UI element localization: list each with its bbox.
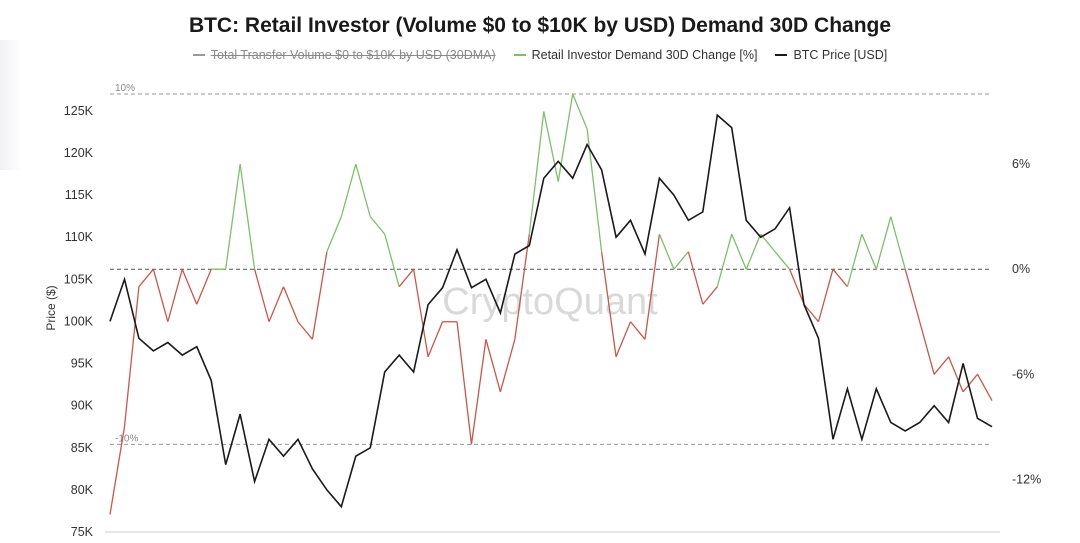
- demand-segment: [355, 163, 371, 217]
- demand-segment: [152, 269, 169, 322]
- demand-segment: [225, 163, 241, 270]
- demand-segment: [470, 339, 487, 445]
- demand-segment: [427, 321, 444, 358]
- legend-label: Total Transfer Volume $0 to $10K by USD …: [210, 48, 496, 62]
- left-tick-label: 110K: [65, 230, 94, 244]
- left-tick-label: 120K: [64, 146, 94, 160]
- demand-segment: [673, 251, 689, 270]
- left-tick-label: 100K: [64, 314, 94, 328]
- demand-segment: [311, 251, 328, 340]
- demand-segment: [919, 321, 935, 375]
- demand-segment: [687, 251, 704, 305]
- demand-segment: [239, 163, 256, 270]
- legend-label: Retail Investor Demand 30D Change [%]: [531, 48, 758, 62]
- right-tick-label: -12%: [1012, 472, 1041, 486]
- right-tick-label: 0%: [1012, 262, 1030, 276]
- legend-item-btc-price[interactable]: BTC Price [USD]: [775, 48, 887, 62]
- legend-item-total-transfer-volume[interactable]: Total Transfer Volume $0 to $10K by USD …: [192, 48, 496, 62]
- reference-line-label: 10%: [115, 83, 135, 94]
- demand-segment: [615, 321, 632, 358]
- left-tick-label: 105K: [64, 272, 94, 286]
- demand-segment: [760, 233, 776, 253]
- reference-lines: 10% -10%: [110, 83, 992, 445]
- legend-item-retail-demand[interactable]: Retail Investor Demand 30D Change [%]: [513, 48, 758, 62]
- demand-segment: [268, 286, 285, 323]
- watermark-logo: CryptoQuant: [442, 281, 658, 323]
- demand-segment: [962, 373, 979, 393]
- demand-segment: [138, 268, 154, 288]
- demand-segment: [253, 269, 270, 322]
- demand-segment: [933, 356, 950, 375]
- legend-swatch-black: [775, 54, 788, 56]
- left-tick-label: 75K: [71, 525, 94, 539]
- demand-segment: [109, 426, 126, 515]
- legend-label: BTC Price [USD]: [793, 48, 888, 62]
- demand-segment: [499, 339, 516, 393]
- demand-segment: [890, 216, 906, 270]
- demand-segment: [976, 374, 993, 401]
- left-tick-label: 115K: [65, 188, 94, 202]
- demand-segment: [514, 234, 530, 340]
- chart-title: BTC: Retail Investor (Volume $0 to $10K …: [188, 14, 892, 37]
- legend: Total Transfer Volume $0 to $10K by USD …: [0, 48, 1080, 62]
- demand-segment: [904, 269, 921, 322]
- demand-segment: [384, 233, 400, 287]
- demand-segment: [282, 286, 299, 323]
- demand-segment: [745, 233, 762, 270]
- demand-segment: [846, 233, 863, 287]
- left-tick-label: 85K: [71, 441, 94, 455]
- demand-segment: [557, 93, 574, 182]
- demand-segment: [369, 216, 386, 235]
- demand-segment: [832, 268, 848, 288]
- reference-line-label: -10%: [115, 433, 138, 444]
- demand-segment: [774, 251, 791, 270]
- demand-series: [109, 93, 993, 515]
- demand-segment: [803, 303, 819, 323]
- legend-swatch-gray: [192, 54, 205, 56]
- right-tick-label: 6%: [1012, 157, 1030, 171]
- demand-segment: [340, 163, 357, 217]
- left-tick-label: 95K: [71, 357, 94, 371]
- demand-segment: [644, 234, 661, 340]
- right-y-axis: 6% 0% -6% -12%: [1012, 157, 1041, 486]
- demand-segment: [658, 233, 675, 270]
- left-tick-label: 90K: [71, 399, 94, 413]
- demand-segment: [297, 321, 313, 340]
- demand-segment: [412, 269, 429, 357]
- demand-segment: [456, 321, 473, 445]
- legend-swatch-green: [513, 54, 526, 56]
- demand-segment: [167, 269, 183, 322]
- demand-segment: [326, 216, 342, 252]
- demand-segment: [528, 111, 545, 235]
- demand-segment: [398, 268, 415, 288]
- demand-segment: [731, 233, 747, 270]
- demand-segment: [485, 339, 502, 393]
- demand-segment: [543, 111, 559, 182]
- demand-segment: [817, 269, 834, 322]
- demand-segment: [875, 216, 892, 270]
- left-y-axis: 125K 120K 115K 110K 105K 100K 95K 90K 85K 80K 75K: [64, 104, 94, 539]
- demand-segment: [123, 286, 140, 427]
- right-tick-label: -6%: [1012, 367, 1034, 381]
- left-tick-label: 125K: [64, 104, 94, 118]
- demand-segment: [196, 268, 212, 305]
- left-tick-label: 80K: [71, 483, 94, 497]
- demand-segment: [702, 286, 718, 305]
- demand-segment: [572, 93, 588, 130]
- left-edge-shadow: [0, 40, 22, 170]
- demand-segment: [716, 233, 733, 287]
- demand-segment: [948, 356, 964, 393]
- demand-segment: [181, 268, 198, 305]
- demand-segment: [861, 233, 877, 270]
- demand-segment: [788, 268, 805, 305]
- y-axis-label: Price ($): [44, 285, 58, 330]
- btc-price-line: [109, 113, 993, 509]
- demand-segment: [630, 321, 646, 340]
- demand-segment: [600, 251, 617, 357]
